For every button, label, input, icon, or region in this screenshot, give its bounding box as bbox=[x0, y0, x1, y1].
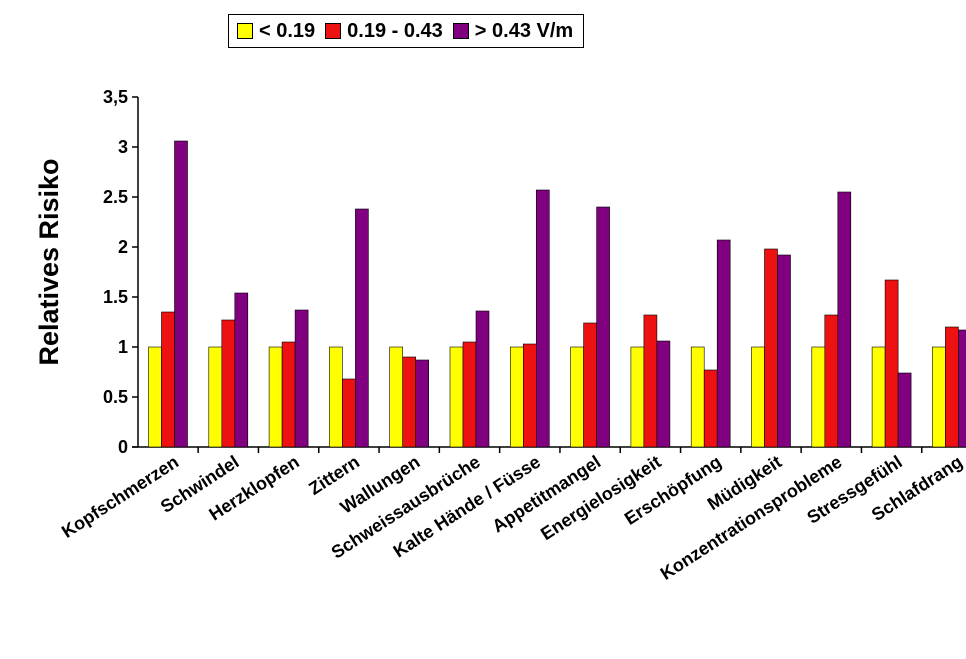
y-axis-label: Relatives Risiko bbox=[34, 158, 64, 365]
bar bbox=[703, 369, 718, 448]
bar bbox=[751, 346, 765, 448]
legend-item-mid: 0.19 - 0.43 bbox=[325, 20, 443, 43]
bar bbox=[596, 206, 610, 448]
bar bbox=[475, 310, 490, 448]
legend-swatch-low bbox=[237, 23, 253, 39]
bar bbox=[643, 314, 658, 448]
bar bbox=[281, 341, 296, 448]
bar bbox=[884, 279, 899, 448]
bar bbox=[535, 189, 550, 448]
bar bbox=[509, 346, 524, 448]
y-tick-label: 3 bbox=[118, 137, 128, 157]
bar bbox=[824, 314, 839, 448]
legend-label-low: < 0.19 bbox=[259, 19, 316, 42]
bar bbox=[570, 346, 584, 448]
bar bbox=[221, 319, 236, 448]
bar bbox=[932, 346, 946, 448]
bar bbox=[656, 340, 671, 448]
y-tick-label: 2 bbox=[118, 237, 128, 257]
bar bbox=[716, 239, 731, 448]
bar bbox=[294, 309, 309, 448]
y-tick-label: 1 bbox=[118, 337, 128, 357]
y-tick-label: 0.5 bbox=[103, 387, 128, 407]
bar bbox=[342, 378, 356, 448]
legend-label-mid: 0.19 - 0.43 bbox=[347, 19, 443, 42]
bar bbox=[630, 346, 645, 448]
bar bbox=[777, 254, 791, 448]
bar bbox=[462, 341, 477, 448]
bar bbox=[415, 359, 430, 448]
legend-item-low: < 0.19 bbox=[237, 20, 315, 43]
bar bbox=[811, 346, 826, 448]
bar bbox=[402, 356, 417, 448]
bar bbox=[355, 208, 369, 448]
bar bbox=[897, 372, 912, 448]
bar bbox=[208, 346, 223, 448]
chart-legend: < 0.19 0.19 - 0.43 > 0.43 V/m bbox=[228, 14, 585, 48]
legend-swatch-mid bbox=[325, 23, 342, 39]
bar bbox=[583, 322, 597, 448]
bar bbox=[268, 346, 283, 448]
bar bbox=[449, 346, 464, 448]
legend-swatch-high bbox=[452, 23, 469, 39]
bar bbox=[389, 346, 404, 448]
y-tick-label: 1.5 bbox=[103, 287, 128, 307]
legend-item-high: > 0.43 V/m bbox=[452, 19, 574, 43]
bar bbox=[958, 329, 966, 448]
y-tick-label: 3,5 bbox=[103, 87, 128, 107]
bar bbox=[174, 140, 188, 448]
bar bbox=[148, 346, 162, 448]
bar bbox=[690, 346, 705, 448]
bar bbox=[945, 326, 959, 448]
y-tick-label: 2.5 bbox=[103, 187, 128, 207]
bar bbox=[161, 311, 175, 448]
bar bbox=[871, 346, 886, 448]
bar bbox=[764, 248, 778, 448]
bar bbox=[329, 346, 343, 448]
bar bbox=[234, 292, 249, 448]
legend-label-high: > 0.43 V/m bbox=[474, 19, 574, 42]
y-tick-label: 0 bbox=[118, 437, 128, 457]
bar bbox=[522, 343, 537, 448]
bar bbox=[837, 191, 852, 448]
